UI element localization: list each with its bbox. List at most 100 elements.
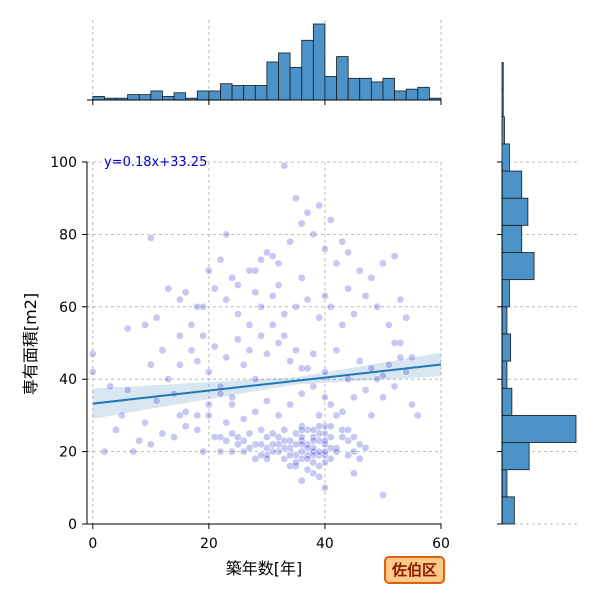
scatter-point: [303, 444, 312, 452]
scatter-point: [315, 201, 323, 210]
scatter-point: [303, 426, 312, 434]
y-tick-label: 60: [59, 300, 77, 316]
scatter-point: [297, 476, 306, 485]
scatter-point: [228, 400, 236, 409]
scatter-point: [326, 400, 335, 409]
top-hist-bar: [370, 81, 384, 101]
scatter-point: [245, 444, 254, 452]
regression-ci: [92, 352, 442, 419]
scatter-point: [152, 397, 161, 405]
ward-badge: 佐伯区: [384, 556, 446, 584]
scatter-point: [315, 411, 323, 420]
scatter-point: [321, 245, 329, 253]
scatter-point: [205, 411, 213, 420]
scatter-point: [315, 313, 323, 322]
scatter-point: [309, 382, 318, 391]
scatter-point: [234, 281, 242, 289]
scatter-point: [152, 313, 161, 322]
scatter-point: [315, 462, 323, 470]
scatter-point: [222, 353, 231, 362]
scatter-point: [309, 436, 318, 445]
top-hist-bar: [417, 86, 430, 101]
top-hist-bar: [301, 39, 314, 101]
scatter-point: [274, 411, 283, 420]
x-tick-label: 20: [200, 536, 218, 552]
scatter-point: [100, 447, 109, 456]
scatter-point: [274, 339, 283, 347]
scatter-point: [257, 255, 265, 264]
top-hist-bar: [138, 94, 152, 101]
scatter-point: [292, 194, 300, 203]
scatter-point: [384, 360, 393, 369]
scatter-point: [257, 451, 265, 460]
right-hist-bar: [501, 306, 508, 335]
scatter-point: [263, 397, 271, 405]
right-hist-bar: [501, 62, 504, 91]
regression-equation: y=0.18x+33.25: [104, 155, 207, 170]
scatter-point: [228, 273, 236, 282]
scatter-point: [326, 422, 335, 431]
scatter-point: [245, 429, 254, 438]
scatter-point: [402, 313, 411, 322]
scatter-point: [170, 433, 178, 441]
scatter-point: [239, 415, 248, 423]
scatter-point: [367, 411, 376, 420]
scatter-point: [88, 368, 97, 376]
top-hist-bar: [127, 94, 140, 101]
scatter-point: [205, 368, 213, 376]
right-hist-bar: [501, 143, 510, 172]
scatter-point: [193, 411, 202, 420]
scatter-point: [292, 440, 300, 449]
top-hist-bar: [278, 52, 291, 101]
right-hist-bar: [501, 116, 505, 145]
scatter-point: [292, 346, 300, 355]
scatter-point: [321, 368, 329, 376]
right-hist-bar: [501, 387, 513, 416]
scatter-point: [344, 284, 352, 293]
scatter-point: [309, 426, 318, 434]
scatter-point: [286, 357, 294, 365]
scatter-point: [210, 342, 219, 351]
scatter-point: [373, 375, 382, 384]
scatter-point: [141, 321, 149, 329]
scatter-point: [280, 454, 289, 463]
scatter-point: [361, 386, 370, 394]
scatter-point: [216, 255, 225, 264]
scatter-point: [338, 237, 347, 246]
scatter-point: [268, 321, 277, 329]
scatter-point: [297, 389, 306, 398]
scatter-point: [216, 447, 225, 456]
scatter-point: [257, 426, 265, 434]
scatter-point: [199, 302, 207, 311]
scatter-point: [344, 426, 352, 434]
right-hist-bar: [501, 197, 529, 226]
top-hist-bar: [243, 85, 256, 101]
scatter-point: [257, 440, 265, 449]
scatter-point: [280, 444, 289, 452]
scatter-point: [367, 273, 376, 282]
scatter-point: [321, 422, 329, 431]
scatter-point: [309, 469, 318, 478]
right-hist-bar: [501, 496, 515, 525]
scatter-point: [228, 393, 236, 402]
scatter-point: [297, 433, 306, 441]
scatter-point: [344, 375, 352, 384]
scatter-point: [326, 454, 335, 463]
right-hist-bar: [501, 442, 530, 471]
scatter-point: [228, 429, 236, 438]
scatter-point: [361, 444, 370, 452]
top-hist-bar: [336, 56, 349, 101]
scatter-point: [338, 321, 347, 329]
scatter-point: [187, 346, 196, 355]
x-tick-label: 40: [316, 536, 334, 552]
scatter-point: [315, 473, 323, 481]
scatter-point: [176, 411, 184, 420]
scatter-point: [199, 331, 207, 340]
right-hist-bar: [501, 333, 512, 362]
scatter-point: [315, 422, 323, 431]
top-hist-bar: [150, 90, 163, 101]
top-histogram: [87, 20, 442, 105]
right-hist-bar: [501, 224, 523, 253]
regression-line: [92, 363, 442, 405]
